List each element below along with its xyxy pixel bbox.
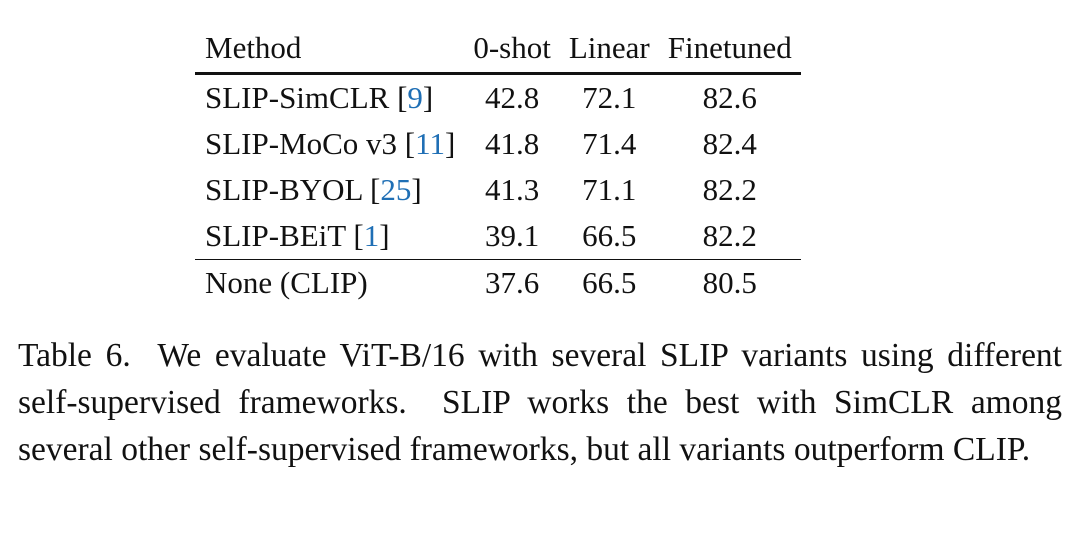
method-text: ] [379,218,390,253]
method-text: SLIP-SimCLR [ [205,80,408,115]
score-cell: 82.2 [702,218,757,253]
method-cell: SLIP-BYOL [25] [195,167,464,213]
score-cell: 71.1 [582,172,637,207]
score-cell: 82.6 [702,80,757,115]
column-header: Method [205,30,302,65]
method-text: ] [445,126,456,161]
table-row: SLIP-SimCLR [9] 42.8 72.1 82.6 [195,74,801,122]
score-cell: 80.5 [702,265,757,300]
citation: 1 [363,218,380,253]
score-cell: 41.3 [484,172,540,207]
table-row: SLIP-BEiT [1] 39.1 66.5 82.2 [195,213,801,260]
score-cell: 82.4 [702,126,757,161]
score-cell: 42.8 [484,80,540,115]
method-text: SLIP-BYOL [ [205,172,381,207]
method-cell: SLIP-SimCLR [9] [195,74,464,122]
score-cell: 71.4 [582,126,637,161]
table-row: SLIP-MoCo v3 [11] 41.8 71.4 82.4 [195,121,801,167]
column-header: Finetuned [667,30,792,65]
table-row: SLIP-BYOL [25] 41.3 71.1 82.2 [195,167,801,213]
method-text: ] [411,172,422,207]
method-cell: SLIP-BEiT [1] [195,213,464,260]
score-cell: 66.5 [582,265,637,300]
table-row: None (CLIP) 37.6 66.5 80.5 [195,259,801,307]
citation: 11 [415,126,445,161]
method-cell: SLIP-MoCo v3 [11] [195,121,464,167]
column-header: Linear [568,30,650,65]
header-row: Method 0-shot Linear Finetuned [195,24,801,74]
method-text: SLIP-BEiT [ [205,218,364,253]
column-header: 0-shot [473,30,551,65]
citation: 9 [407,80,423,115]
score-cell: 37.6 [484,265,540,300]
caption: Table 6. We evaluate ViT-B/16 with sever… [18,337,1071,468]
method-cell: None (CLIP) [195,260,464,307]
score-cell: 82.2 [702,172,757,207]
method-text: ] [422,80,434,115]
score-cell: 39.1 [484,218,540,253]
method-text: SLIP-MoCo v3 [ [205,126,416,161]
score-cell: 66.5 [582,218,637,253]
table-head: Method 0-shot Linear Finetuned [195,24,801,74]
method-text: None (CLIP) [205,265,368,300]
score-cell: 72.1 [582,80,637,115]
results-table: Method 0-shot Linear Finetuned SLIP-SimCLR … [195,24,801,306]
score-cell: 41.8 [484,126,540,161]
table-body: SLIP-SimCLR [9] 42.8 72.1 82.6 SLIP-MoCo v3 … [195,74,801,307]
citation: 25 [380,172,412,207]
